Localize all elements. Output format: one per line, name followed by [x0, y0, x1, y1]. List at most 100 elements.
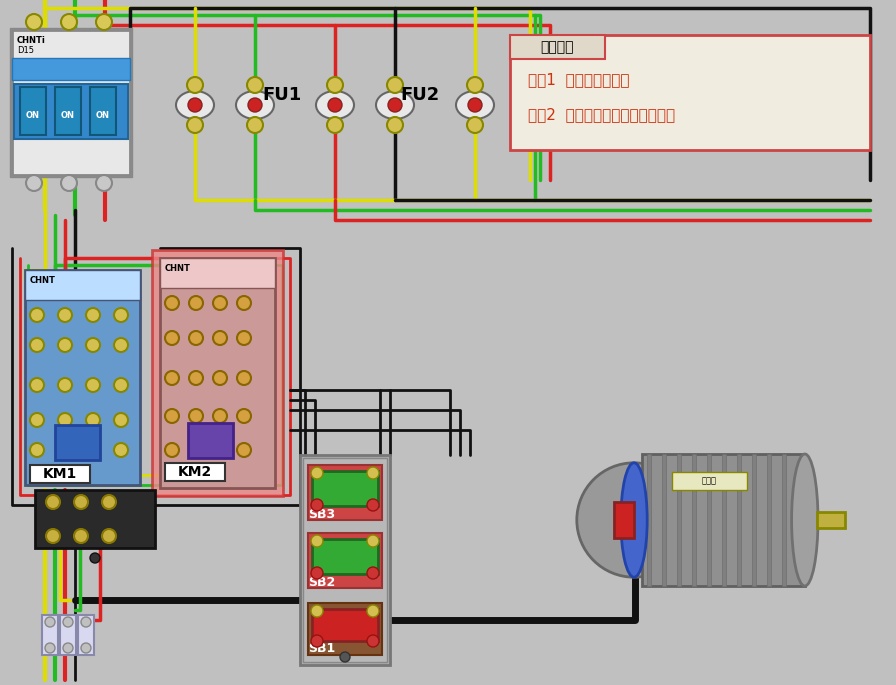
Circle shape: [311, 635, 323, 647]
Ellipse shape: [621, 463, 647, 577]
Circle shape: [189, 443, 203, 457]
Bar: [722, 454, 726, 586]
Circle shape: [237, 296, 251, 310]
Circle shape: [367, 499, 379, 511]
Bar: [160, 258, 275, 288]
Bar: [614, 502, 634, 538]
Circle shape: [340, 652, 350, 662]
Circle shape: [213, 443, 227, 457]
Text: SB3: SB3: [308, 508, 335, 521]
Circle shape: [26, 175, 42, 191]
Bar: [308, 603, 382, 655]
Circle shape: [187, 77, 203, 93]
Bar: [300, 455, 390, 665]
Circle shape: [74, 495, 88, 509]
Ellipse shape: [791, 454, 818, 586]
Bar: [662, 454, 666, 586]
Bar: [308, 533, 382, 588]
Circle shape: [30, 413, 44, 427]
Circle shape: [388, 98, 402, 112]
Circle shape: [189, 296, 203, 310]
Bar: [14, 84, 128, 139]
Circle shape: [58, 378, 72, 392]
Circle shape: [102, 495, 116, 509]
Circle shape: [26, 14, 42, 30]
Bar: [308, 465, 382, 520]
Circle shape: [213, 409, 227, 423]
Bar: [707, 454, 711, 586]
Bar: [737, 454, 741, 586]
Bar: [78, 615, 94, 655]
Circle shape: [30, 378, 44, 392]
Circle shape: [46, 495, 60, 509]
Bar: [672, 471, 747, 490]
Circle shape: [311, 605, 323, 617]
Bar: [10, 28, 132, 177]
Text: KM1: KM1: [43, 467, 77, 481]
Text: ON: ON: [96, 110, 110, 119]
Text: ON: ON: [61, 110, 75, 119]
Text: CHNT: CHNT: [165, 264, 191, 273]
Circle shape: [327, 77, 343, 93]
Ellipse shape: [376, 91, 414, 119]
Circle shape: [467, 117, 483, 133]
Circle shape: [311, 567, 323, 579]
Circle shape: [188, 98, 202, 112]
Circle shape: [63, 643, 73, 653]
Bar: [25, 270, 140, 485]
Circle shape: [58, 443, 72, 457]
Circle shape: [367, 467, 379, 479]
Circle shape: [114, 413, 128, 427]
Circle shape: [367, 605, 379, 617]
Bar: [642, 454, 805, 586]
Circle shape: [86, 308, 100, 322]
Circle shape: [86, 378, 100, 392]
Bar: [312, 539, 378, 574]
Circle shape: [189, 331, 203, 345]
Circle shape: [187, 117, 203, 133]
Ellipse shape: [456, 91, 494, 119]
Bar: [312, 609, 378, 641]
Circle shape: [311, 467, 323, 479]
Circle shape: [86, 413, 100, 427]
Circle shape: [189, 409, 203, 423]
Circle shape: [30, 338, 44, 352]
Circle shape: [237, 409, 251, 423]
Circle shape: [328, 98, 342, 112]
Circle shape: [367, 635, 379, 647]
Text: FU1: FU1: [262, 86, 301, 104]
Bar: [42, 615, 58, 655]
Text: SB2: SB2: [308, 577, 335, 590]
Circle shape: [237, 331, 251, 345]
Circle shape: [189, 371, 203, 385]
Circle shape: [86, 443, 100, 457]
Circle shape: [45, 643, 55, 653]
Bar: [510, 35, 605, 59]
Circle shape: [213, 371, 227, 385]
Circle shape: [311, 535, 323, 547]
Circle shape: [114, 443, 128, 457]
Circle shape: [58, 308, 72, 322]
Ellipse shape: [316, 91, 354, 119]
Circle shape: [213, 296, 227, 310]
Text: 操作步骤: 操作步骤: [540, 40, 573, 54]
Bar: [25, 270, 140, 300]
Bar: [752, 454, 755, 586]
Circle shape: [527, 117, 543, 133]
Text: KM2: KM2: [178, 465, 212, 479]
Bar: [152, 250, 283, 496]
Text: ON: ON: [26, 110, 40, 119]
Circle shape: [311, 499, 323, 511]
Bar: [767, 454, 771, 586]
Circle shape: [30, 308, 44, 322]
Circle shape: [248, 98, 262, 112]
Bar: [35, 490, 155, 548]
Bar: [90, 87, 116, 135]
Ellipse shape: [176, 91, 214, 119]
Circle shape: [102, 529, 116, 543]
Bar: [647, 454, 651, 586]
Text: CHNT: CHNT: [30, 275, 56, 284]
Circle shape: [61, 14, 77, 30]
Ellipse shape: [516, 91, 554, 119]
Circle shape: [528, 98, 542, 112]
